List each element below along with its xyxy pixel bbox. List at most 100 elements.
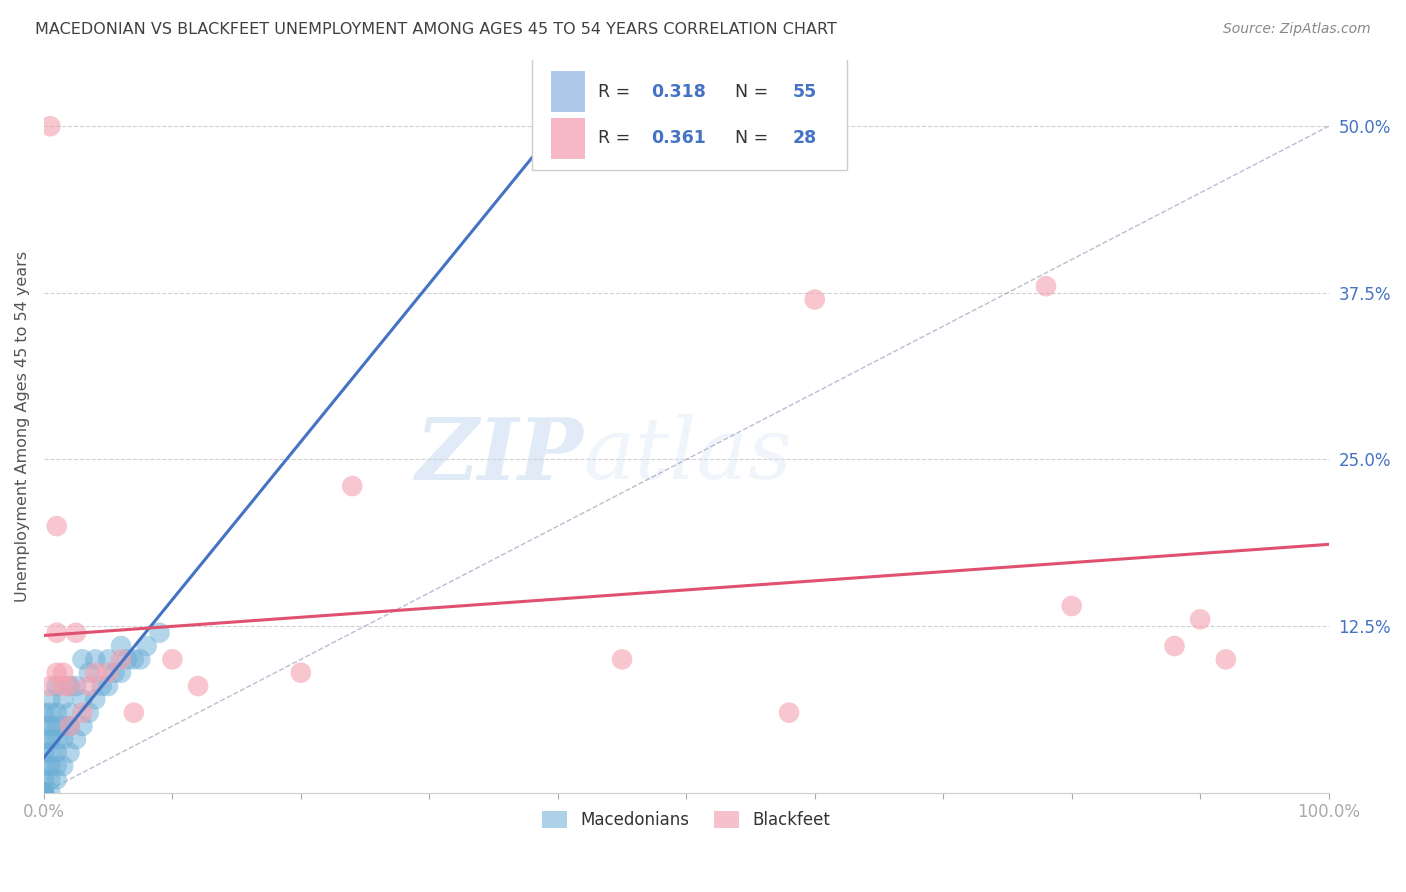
Text: 0.318: 0.318 — [651, 83, 706, 101]
Y-axis label: Unemployment Among Ages 45 to 54 years: Unemployment Among Ages 45 to 54 years — [15, 251, 30, 602]
Point — [58, 706, 80, 720]
Text: 55: 55 — [793, 83, 817, 101]
Point — [117, 652, 139, 666]
Text: R =: R = — [598, 129, 636, 147]
Point — [45, 519, 67, 533]
FancyBboxPatch shape — [551, 71, 585, 112]
Text: MACEDONIAN VS BLACKFEET UNEMPLOYMENT AMONG AGES 45 TO 54 YEARS CORRELATION CHART: MACEDONIAN VS BLACKFEET UNEMPLOYMENT AMO… — [35, 22, 837, 37]
Point — [65, 679, 87, 693]
Point — [77, 706, 100, 720]
Text: ZIP: ZIP — [416, 414, 583, 497]
FancyBboxPatch shape — [551, 118, 585, 159]
Point — [52, 719, 75, 733]
Point — [342, 479, 364, 493]
Point — [39, 706, 62, 720]
Point — [45, 706, 67, 720]
Point — [1163, 639, 1185, 653]
Point — [1060, 599, 1083, 613]
Point — [148, 625, 170, 640]
Point — [39, 759, 62, 773]
Point — [110, 639, 132, 653]
Point — [97, 679, 120, 693]
Point — [52, 692, 75, 706]
Point — [84, 665, 107, 680]
Point — [1215, 652, 1237, 666]
Point — [32, 706, 55, 720]
Point — [84, 692, 107, 706]
Point — [110, 652, 132, 666]
Point — [84, 652, 107, 666]
Point — [58, 679, 80, 693]
Text: R =: R = — [598, 83, 636, 101]
Point — [97, 665, 120, 680]
Point — [122, 706, 145, 720]
Point — [32, 759, 55, 773]
Point — [45, 719, 67, 733]
Point — [52, 732, 75, 747]
Text: atlas: atlas — [583, 414, 793, 497]
Point — [103, 665, 125, 680]
Point — [1189, 612, 1212, 626]
Point — [32, 732, 55, 747]
Point — [39, 679, 62, 693]
Point — [129, 652, 152, 666]
Point — [32, 786, 55, 800]
Point — [135, 639, 157, 653]
Point — [77, 665, 100, 680]
Point — [32, 772, 55, 787]
Point — [65, 625, 87, 640]
Point — [32, 746, 55, 760]
Text: N =: N = — [724, 83, 773, 101]
Legend: Macedonians, Blackfeet: Macedonians, Blackfeet — [536, 804, 837, 836]
Point — [32, 786, 55, 800]
Point — [162, 652, 184, 666]
Point — [45, 679, 67, 693]
Point — [58, 746, 80, 760]
Point — [45, 759, 67, 773]
Point — [72, 692, 94, 706]
Point — [52, 679, 75, 693]
Point — [187, 679, 209, 693]
Point — [110, 665, 132, 680]
Point — [58, 719, 80, 733]
Point — [45, 746, 67, 760]
Text: 0.361: 0.361 — [651, 129, 706, 147]
Point — [45, 772, 67, 787]
Point — [39, 120, 62, 134]
Point — [39, 786, 62, 800]
Point — [32, 786, 55, 800]
Point — [52, 759, 75, 773]
Point — [122, 652, 145, 666]
Point — [32, 786, 55, 800]
Point — [39, 719, 62, 733]
Point — [58, 719, 80, 733]
Text: N =: N = — [724, 129, 773, 147]
Point — [65, 732, 87, 747]
Text: Source: ZipAtlas.com: Source: ZipAtlas.com — [1223, 22, 1371, 37]
Point — [52, 665, 75, 680]
Point — [803, 293, 825, 307]
Point — [72, 652, 94, 666]
Point — [1035, 279, 1057, 293]
Point — [45, 665, 67, 680]
Point — [90, 679, 112, 693]
Point — [32, 786, 55, 800]
Point — [45, 732, 67, 747]
Point — [72, 719, 94, 733]
Point — [610, 652, 633, 666]
Point — [290, 665, 312, 680]
Point — [45, 625, 67, 640]
Point — [32, 719, 55, 733]
Point — [77, 679, 100, 693]
Point — [58, 679, 80, 693]
Point — [39, 746, 62, 760]
Text: 28: 28 — [793, 129, 817, 147]
Point — [32, 786, 55, 800]
Point — [778, 706, 800, 720]
FancyBboxPatch shape — [531, 56, 846, 169]
Point — [39, 732, 62, 747]
Point — [39, 772, 62, 787]
Point — [72, 706, 94, 720]
Point — [97, 652, 120, 666]
Point — [39, 692, 62, 706]
